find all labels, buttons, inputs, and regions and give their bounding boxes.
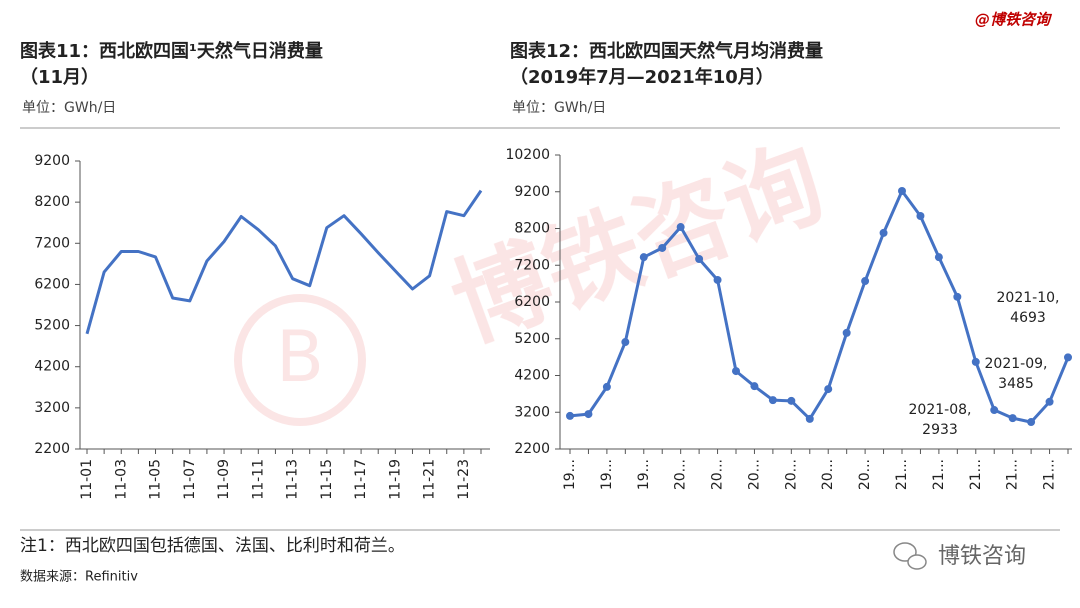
marker (695, 255, 704, 264)
y-tick-label: 3200 (514, 404, 550, 420)
line (85, 189, 483, 335)
y-tick-label: 7200 (34, 235, 70, 251)
marker (879, 228, 888, 237)
marker (990, 406, 999, 415)
annotation: 4693 (1010, 310, 1046, 326)
marker (787, 396, 796, 405)
wechat-bubble (893, 542, 917, 562)
y-tick-label: 6200 (34, 276, 70, 292)
marker (1064, 353, 1072, 362)
marker (713, 275, 722, 284)
x-tick-label: 11-03 (113, 459, 129, 500)
x-tick-label: 20... (673, 459, 689, 490)
x-tick-label: 11-01 (79, 459, 95, 500)
marker (805, 414, 814, 423)
x-tick-label: 21... (931, 459, 947, 490)
marker (1008, 414, 1017, 423)
marker (768, 396, 777, 405)
marker (676, 223, 685, 232)
x-tick-label: 21... (1005, 459, 1021, 490)
x-tick-label: 11-17 (353, 459, 369, 500)
y-tick-label: 5200 (514, 331, 550, 347)
marker (842, 328, 851, 337)
wechat-icon (893, 542, 927, 570)
annotation: 2021-10, (997, 290, 1060, 306)
chart-subtitle: （2019年7月—2021年10月） (510, 66, 774, 88)
y-tick-label: 8200 (514, 221, 550, 237)
x-tick-label: 20... (746, 459, 762, 490)
x-tick-label: 11-15 (319, 459, 335, 500)
x-tick-label: 11-13 (285, 459, 301, 500)
annotation: 2021-09, (985, 356, 1048, 372)
marker (898, 187, 906, 196)
watermark-logo-letter: B (276, 316, 324, 398)
y-tick-label: 4200 (514, 368, 550, 384)
x-tick-label: 19... (636, 459, 652, 490)
x-tick-label: 11-11 (250, 459, 266, 500)
y-tick-label: 9200 (34, 153, 70, 169)
x-tick-label: 19... (599, 459, 615, 490)
marker (861, 277, 870, 286)
y-tick-label: 5200 (34, 318, 70, 334)
marker (658, 243, 667, 252)
y-tick-label: 6200 (514, 294, 550, 310)
marker (750, 382, 759, 391)
y-tick-label: 2200 (34, 441, 70, 457)
x-tick-label: 11-05 (148, 459, 164, 500)
brand: @博铁咨询 (975, 11, 1053, 29)
y-tick-label: 7200 (514, 257, 550, 273)
x-tick-label: 20... (710, 459, 726, 490)
marker (621, 338, 630, 347)
marker (566, 411, 574, 420)
marker (1027, 418, 1036, 427)
y-tick-label: 4200 (34, 359, 70, 375)
y-tick-label: 8200 (34, 194, 70, 210)
y-axis-label: 单位：GWh/日 (512, 100, 606, 116)
wechat-bubble (907, 554, 927, 570)
x-tick-label: 20... (857, 459, 873, 490)
x-tick-label: 11-07 (182, 459, 198, 500)
y-tick-label: 2200 (514, 441, 550, 457)
y-tick-label: 3200 (34, 400, 70, 416)
chart-subtitle: （11月） (20, 67, 99, 88)
marker (602, 382, 611, 391)
chart-title: 图表11：西北欧四国¹天然气日消费量 (20, 40, 323, 62)
marker (1045, 397, 1054, 406)
marker (971, 357, 980, 366)
annotation: 3485 (998, 376, 1034, 392)
wechat-name: 博铁咨询 (938, 544, 1026, 569)
x-tick-label: 11-23 (456, 459, 472, 500)
charts: 图表11：西北欧四国¹天然气日消费量 （11月） 单位：GWh/日 2200 3200 4… (20, 40, 1072, 500)
marker (934, 253, 943, 262)
x-tick-label: 20... (820, 459, 836, 490)
annotation: 2933 (922, 422, 958, 438)
note: 注1：西北欧四国包括德国、法国、比利时和荷兰。 (20, 536, 405, 556)
x-tick-label: 19... (562, 459, 578, 490)
annotation: 2021-08, (909, 402, 972, 418)
x-tick-label: 11-21 (422, 459, 438, 500)
y-tick-label: 9200 (514, 184, 550, 200)
source: 数据来源：Refinitiv (20, 570, 138, 585)
line (569, 189, 1070, 424)
x-tick-label: 20... (783, 459, 799, 490)
x-tick-label: 11-09 (216, 459, 232, 500)
chart-title: 图表12：西北欧四国天然气月均消费量 (510, 40, 823, 62)
marker (732, 367, 740, 376)
x-tick-label: 11-19 (387, 459, 403, 500)
watermark-logo (234, 294, 366, 426)
x-tick-label: 21... (968, 459, 984, 490)
y-axis-label: 单位：GWh/日 (22, 100, 116, 116)
marker (824, 385, 833, 394)
x-tick-label: 21... (1042, 459, 1058, 490)
y-tick-label: 10200 (505, 147, 550, 163)
marker (953, 292, 962, 301)
marker (916, 212, 925, 221)
x-tick-label: 21... (894, 459, 910, 490)
marker (584, 410, 593, 419)
marker (639, 253, 648, 262)
